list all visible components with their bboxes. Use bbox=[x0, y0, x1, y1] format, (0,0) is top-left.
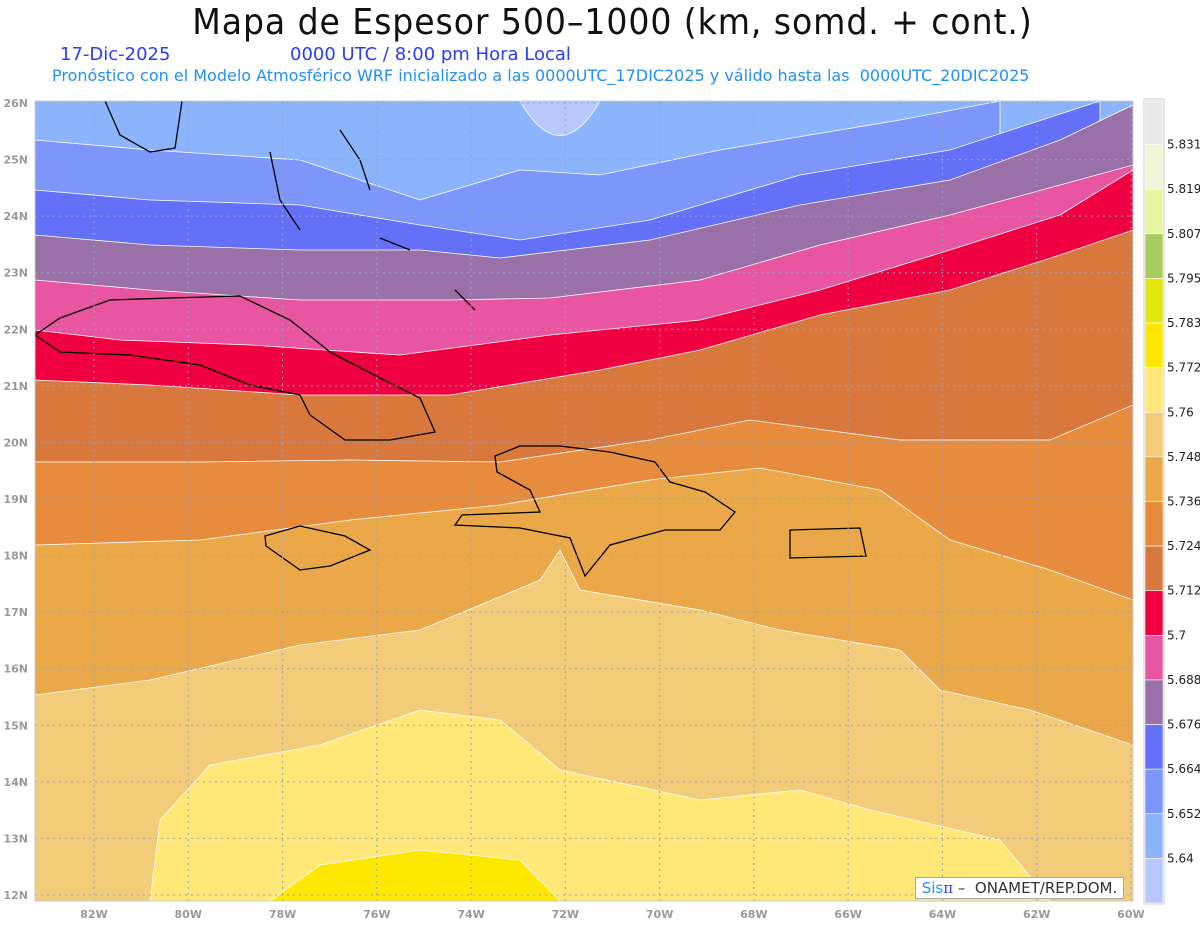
colorbar-swatch bbox=[1144, 679, 1164, 725]
lat-label: 16N bbox=[3, 663, 28, 676]
colorbar-swatch bbox=[1144, 768, 1164, 815]
lat-label: 12N bbox=[3, 889, 28, 902]
colorbar-label: 5.819 bbox=[1167, 182, 1200, 196]
lon-label: 62W bbox=[1023, 908, 1050, 921]
lat-label: 23N bbox=[3, 267, 28, 280]
credit-box: Sisπ – ONAMET/REP.DOM. bbox=[915, 877, 1124, 899]
lat-label: 19N bbox=[3, 493, 28, 506]
colorbar-label: 5.831 bbox=[1167, 138, 1200, 152]
colorbar-swatch bbox=[1144, 590, 1164, 636]
colorbar-label: 5.724 bbox=[1167, 539, 1200, 553]
credit-text: – ONAMET/REP.DOM. bbox=[953, 879, 1118, 897]
colorbar-swatch bbox=[1144, 813, 1164, 859]
lat-label: 20N bbox=[3, 436, 28, 449]
colorbar-label: 5.772 bbox=[1167, 361, 1200, 375]
colorbar-label: 5.652 bbox=[1167, 807, 1200, 821]
lat-label: 24N bbox=[3, 210, 28, 223]
florida-coastline bbox=[104, 101, 183, 153]
colorbar-swatch bbox=[1144, 99, 1164, 145]
colorbar-label: 5.676 bbox=[1167, 718, 1200, 732]
lat-label: 18N bbox=[3, 550, 28, 563]
colorbar-swatch bbox=[1144, 188, 1164, 235]
model-info: Pronóstico con el Modelo Atmosférico WRF… bbox=[52, 66, 1030, 85]
colorbar-label: 5.664 bbox=[1167, 762, 1200, 776]
lon-label: 68W bbox=[740, 908, 767, 921]
colorbar-swatch bbox=[1144, 367, 1164, 413]
lon-label: 60W bbox=[1117, 908, 1144, 921]
colorbar-frame bbox=[1143, 98, 1165, 905]
lon-label: 76W bbox=[363, 908, 390, 921]
lat-label: 17N bbox=[3, 606, 28, 619]
lon-label: 78W bbox=[269, 908, 296, 921]
map-title: Mapa de Espesor 500–1000 (km, somd. + co… bbox=[192, 2, 1033, 43]
thickness-band bbox=[519, 101, 601, 136]
colorbar-swatch bbox=[1144, 724, 1164, 770]
colorbar-swatch bbox=[1144, 233, 1164, 279]
colorbar-swatch bbox=[1144, 411, 1164, 458]
colorbar-label: 5.807 bbox=[1167, 227, 1200, 241]
lat-label: 15N bbox=[3, 719, 28, 732]
lat-label: 14N bbox=[3, 776, 28, 789]
jamaica-coastline bbox=[264, 525, 372, 571]
colorbar-swatch bbox=[1144, 545, 1164, 592]
colorbar-label: 5.688 bbox=[1167, 673, 1200, 687]
credit-brand: Sis bbox=[921, 879, 944, 897]
colorbar-label: 5.7 bbox=[1167, 628, 1186, 642]
colorbar: 5.831 5.819 5.807 5.795 5.783 5.772 5.76 5.748 5… bbox=[1143, 98, 1200, 905]
lon-label: 70W bbox=[646, 908, 673, 921]
axis-labels: 82W 80W 78W 76W 74W 72W 70W 68W 66W 64W 62W 60W 26N 2… bbox=[3, 97, 1144, 921]
colorbar-label: 5.64 bbox=[1167, 851, 1194, 865]
lon-label: 66W bbox=[834, 908, 861, 921]
forecast-date: 17-Dic-2025 bbox=[60, 44, 171, 65]
colorbar-label: 5.736 bbox=[1167, 495, 1200, 509]
colorbar-label: 5.76 bbox=[1167, 405, 1194, 419]
lon-label: 64W bbox=[929, 908, 956, 921]
colorbar-swatch bbox=[1144, 144, 1164, 190]
hispaniola-coastline bbox=[453, 445, 736, 578]
colorbar-label: 5.795 bbox=[1167, 271, 1200, 285]
lon-label: 74W bbox=[457, 908, 484, 921]
lon-label: 80W bbox=[175, 908, 202, 921]
colorbar-label: 5.712 bbox=[1167, 584, 1200, 598]
colorbar-swatch bbox=[1144, 278, 1164, 324]
colorbar-label: 5.748 bbox=[1167, 450, 1200, 464]
thickness-bands bbox=[35, 101, 1133, 901]
colorbar-swatch bbox=[1144, 322, 1164, 368]
colorbar-swatch bbox=[1144, 456, 1164, 502]
thickness-band bbox=[269, 849, 561, 901]
lat-label: 22N bbox=[3, 323, 28, 336]
lat-label: 21N bbox=[3, 380, 28, 393]
colorbar-swatch bbox=[1144, 858, 1164, 904]
map-frame bbox=[34, 100, 1134, 902]
lat-label: 26N bbox=[3, 97, 28, 110]
grid-lines bbox=[34, 100, 1134, 902]
colorbar-swatch bbox=[1144, 635, 1164, 681]
puerto-rico-coastline bbox=[789, 527, 867, 559]
credit-pi: π bbox=[943, 879, 954, 897]
colorbar-swatch bbox=[1144, 501, 1164, 547]
cuba-coastline bbox=[35, 295, 436, 441]
forecast-time: 0000 UTC / 8:00 pm Hora Local bbox=[290, 44, 571, 65]
colorbar-label: 5.783 bbox=[1167, 316, 1200, 330]
lat-label: 13N bbox=[3, 832, 28, 845]
lon-label: 82W bbox=[80, 908, 107, 921]
lon-label: 72W bbox=[552, 908, 579, 921]
lat-label: 25N bbox=[3, 154, 28, 167]
